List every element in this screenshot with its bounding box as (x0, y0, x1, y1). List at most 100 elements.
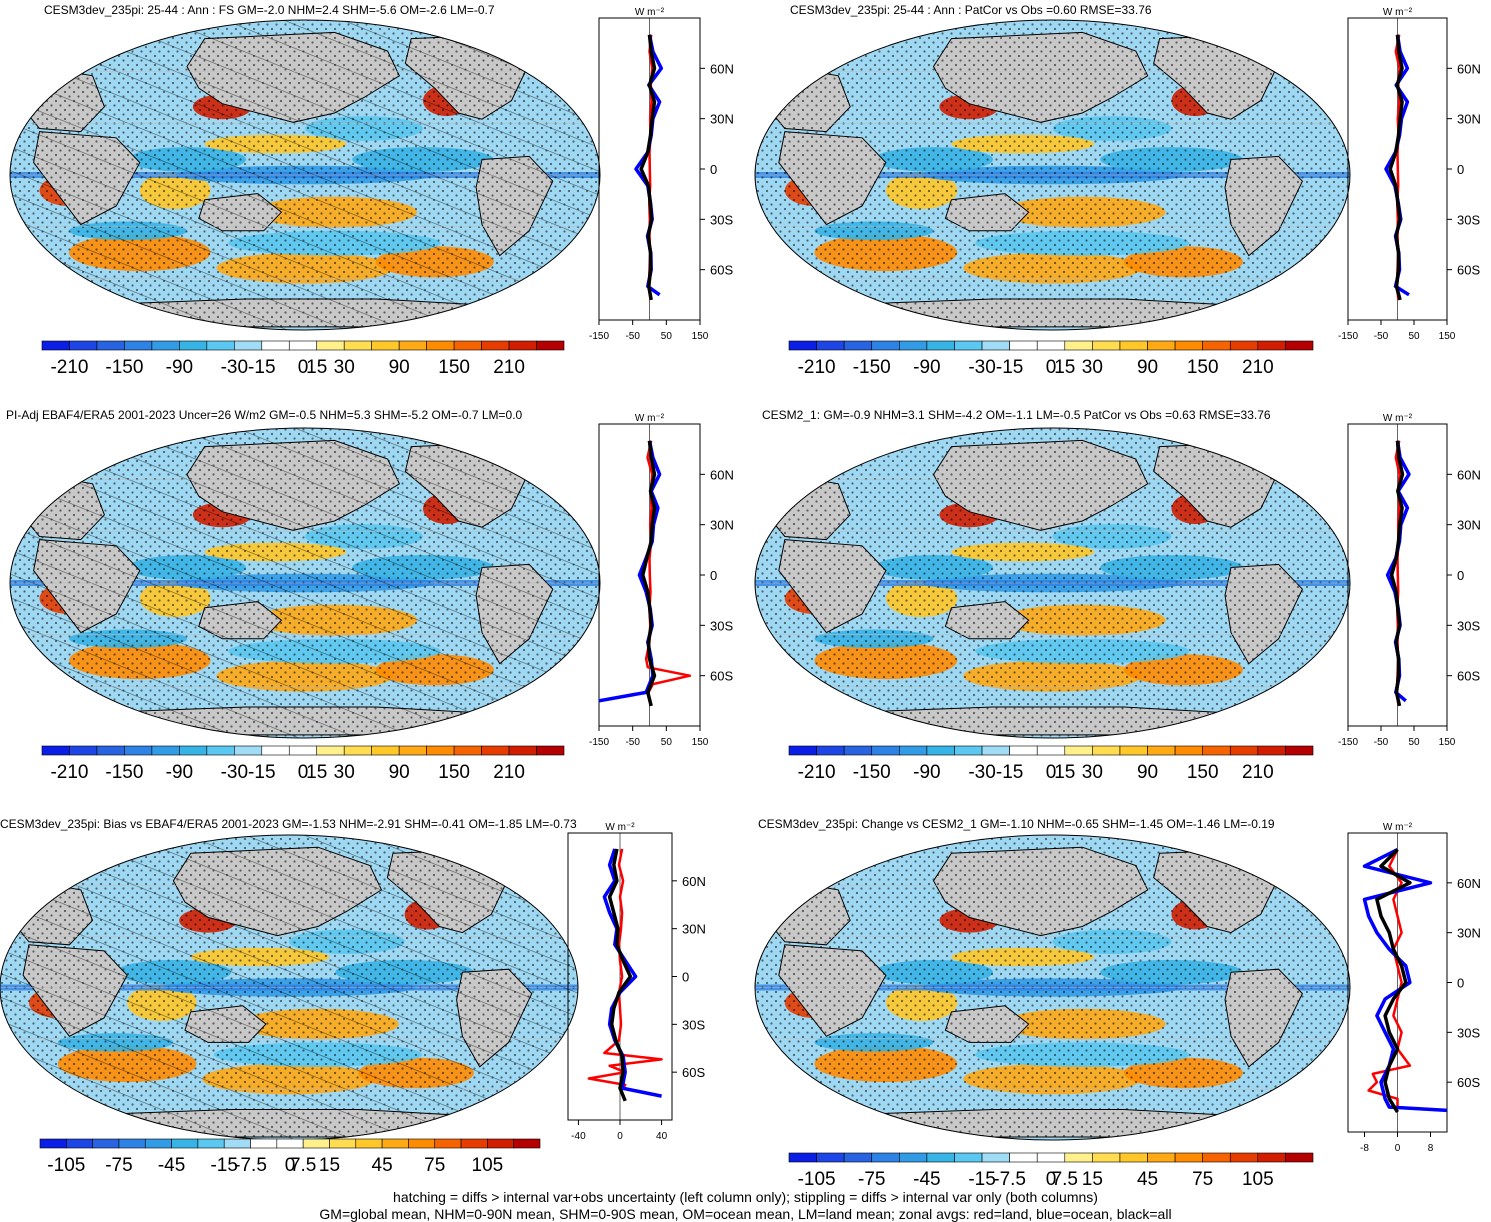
x-tick-label: -8 (1360, 1143, 1369, 1154)
colorbar-swatch (69, 340, 98, 351)
colorbar-label: 210 (1242, 357, 1274, 378)
x-tick-label: -50 (625, 331, 640, 342)
colorbar-label: -7.5 (993, 1169, 1026, 1190)
colorbar-swatch (981, 745, 1010, 756)
colorbar-swatch (355, 1138, 383, 1149)
colorbar-swatch (124, 340, 153, 351)
colorbar-swatch (206, 340, 235, 351)
zonal-mean-plot: W m⁻² 60N 30N 0 30S 60S -150 -50 50 150 (1338, 413, 1481, 748)
colorbar-label: -90 (913, 762, 940, 783)
colorbar-swatch (487, 1138, 514, 1149)
colorbar-swatch (151, 745, 180, 756)
colorbar-swatch (124, 745, 153, 756)
colorbar-swatch (1202, 745, 1231, 756)
panel-title: CESM3dev_235pi: 25-44 : Ann : PatCor vs … (790, 3, 1152, 17)
colorbar-swatch (371, 745, 400, 756)
colorbar-label: 0 (1046, 1169, 1057, 1190)
colorbar-swatch (508, 340, 537, 351)
x-tick-label: -150 (1338, 737, 1358, 748)
colorbar-label: -15 (968, 1169, 995, 1190)
colorbar-swatch (843, 745, 873, 756)
colorbar-swatch (954, 745, 983, 756)
colorbar-label: -15 (996, 762, 1023, 783)
colorbar-swatch (179, 745, 208, 756)
lat-label: 30N (1457, 518, 1481, 533)
colorbar-swatch (398, 745, 427, 756)
colorbar-swatch (1092, 1152, 1121, 1163)
colorbar-swatch (66, 1138, 93, 1149)
colorbar-swatch (197, 1138, 225, 1149)
panel-title: CESM3dev_235pi: 25-44 : Ann : FS GM=-2.0… (44, 3, 495, 17)
colorbar-label: 30 (334, 357, 355, 378)
colorbar-label: -15 (248, 357, 275, 378)
colorbar-label: -15 (248, 762, 275, 783)
colorbar-label: -105 (47, 1155, 85, 1176)
colorbar-swatch (1036, 1152, 1066, 1163)
lat-label: 30N (1457, 926, 1481, 941)
colorbar-swatch (1257, 745, 1286, 756)
colorbar-label: -105 (798, 1169, 836, 1190)
map-border (9, 19, 601, 331)
colorbar-swatch (899, 340, 928, 351)
colorbar-swatch (843, 1152, 873, 1163)
colorbar-label: 30 (1082, 762, 1103, 783)
lat-label: 60N (1457, 876, 1481, 891)
colorbar-swatch (1285, 340, 1314, 351)
colorbar-swatch (871, 745, 900, 756)
colorbar-swatch (39, 1138, 67, 1149)
colorbar-swatch (981, 1152, 1010, 1163)
lat-label: 30S (1457, 212, 1480, 227)
colorbar-swatch (1174, 1152, 1203, 1163)
lat-label: 60S (1457, 669, 1480, 684)
zonal-units: W m⁻² (1383, 413, 1413, 424)
x-tick-label: -50 (625, 737, 640, 748)
colorbar-label: 90 (389, 357, 410, 378)
colorbar-swatch (151, 340, 180, 351)
colorbar-swatch (1064, 1152, 1093, 1163)
lat-label: 0 (1457, 162, 1464, 177)
map-border (9, 427, 601, 739)
colorbar-label: 7.5 (290, 1155, 316, 1176)
zonal-series-all (1388, 34, 1404, 301)
colorbar-label: 90 (1137, 762, 1158, 783)
colorbar-swatch (1285, 745, 1314, 756)
colorbar-swatch (1119, 340, 1148, 351)
robinson-map (755, 20, 1350, 330)
colorbar-swatch (1147, 745, 1176, 756)
colorbar-swatch (398, 340, 427, 351)
robinson-map (0, 835, 578, 1140)
colorbar-swatch (288, 745, 318, 756)
colorbar-swatch (426, 340, 455, 351)
colorbar-swatch (899, 1152, 928, 1163)
lat-label: 60N (710, 61, 734, 76)
colorbar-swatch (926, 745, 955, 756)
lat-label: 30N (682, 922, 706, 937)
colorbar-swatch (234, 745, 263, 756)
colorbar-label: 45 (1137, 1169, 1158, 1190)
colorbar-label: 0 (298, 762, 309, 783)
lat-label: 0 (1457, 976, 1464, 991)
colorbar-swatch (1147, 1152, 1176, 1163)
colorbar-swatch (899, 745, 928, 756)
colorbar-swatch (536, 340, 565, 351)
colorbar-label: -45 (158, 1155, 185, 1176)
colorbar-label: -210 (50, 357, 88, 378)
colorbar-swatch (144, 1138, 172, 1149)
x-tick-label: -150 (1338, 331, 1358, 342)
lat-label: 30N (710, 112, 734, 127)
colorbar-swatch (954, 1152, 983, 1163)
colorbar-label: -150 (105, 357, 143, 378)
zonal-series-all (607, 848, 633, 1102)
colorbar-label: -7.5 (234, 1155, 267, 1176)
colorbar-swatch (434, 1138, 462, 1149)
colorbar-swatch (261, 340, 290, 351)
colorbar-label: 75 (424, 1155, 445, 1176)
colorbar-label: 105 (1242, 1169, 1274, 1190)
colorbar-swatch (1009, 745, 1038, 756)
colorbar-label: 150 (1187, 357, 1219, 378)
colorbar-swatch (408, 1138, 436, 1149)
robinson-map (10, 428, 600, 738)
